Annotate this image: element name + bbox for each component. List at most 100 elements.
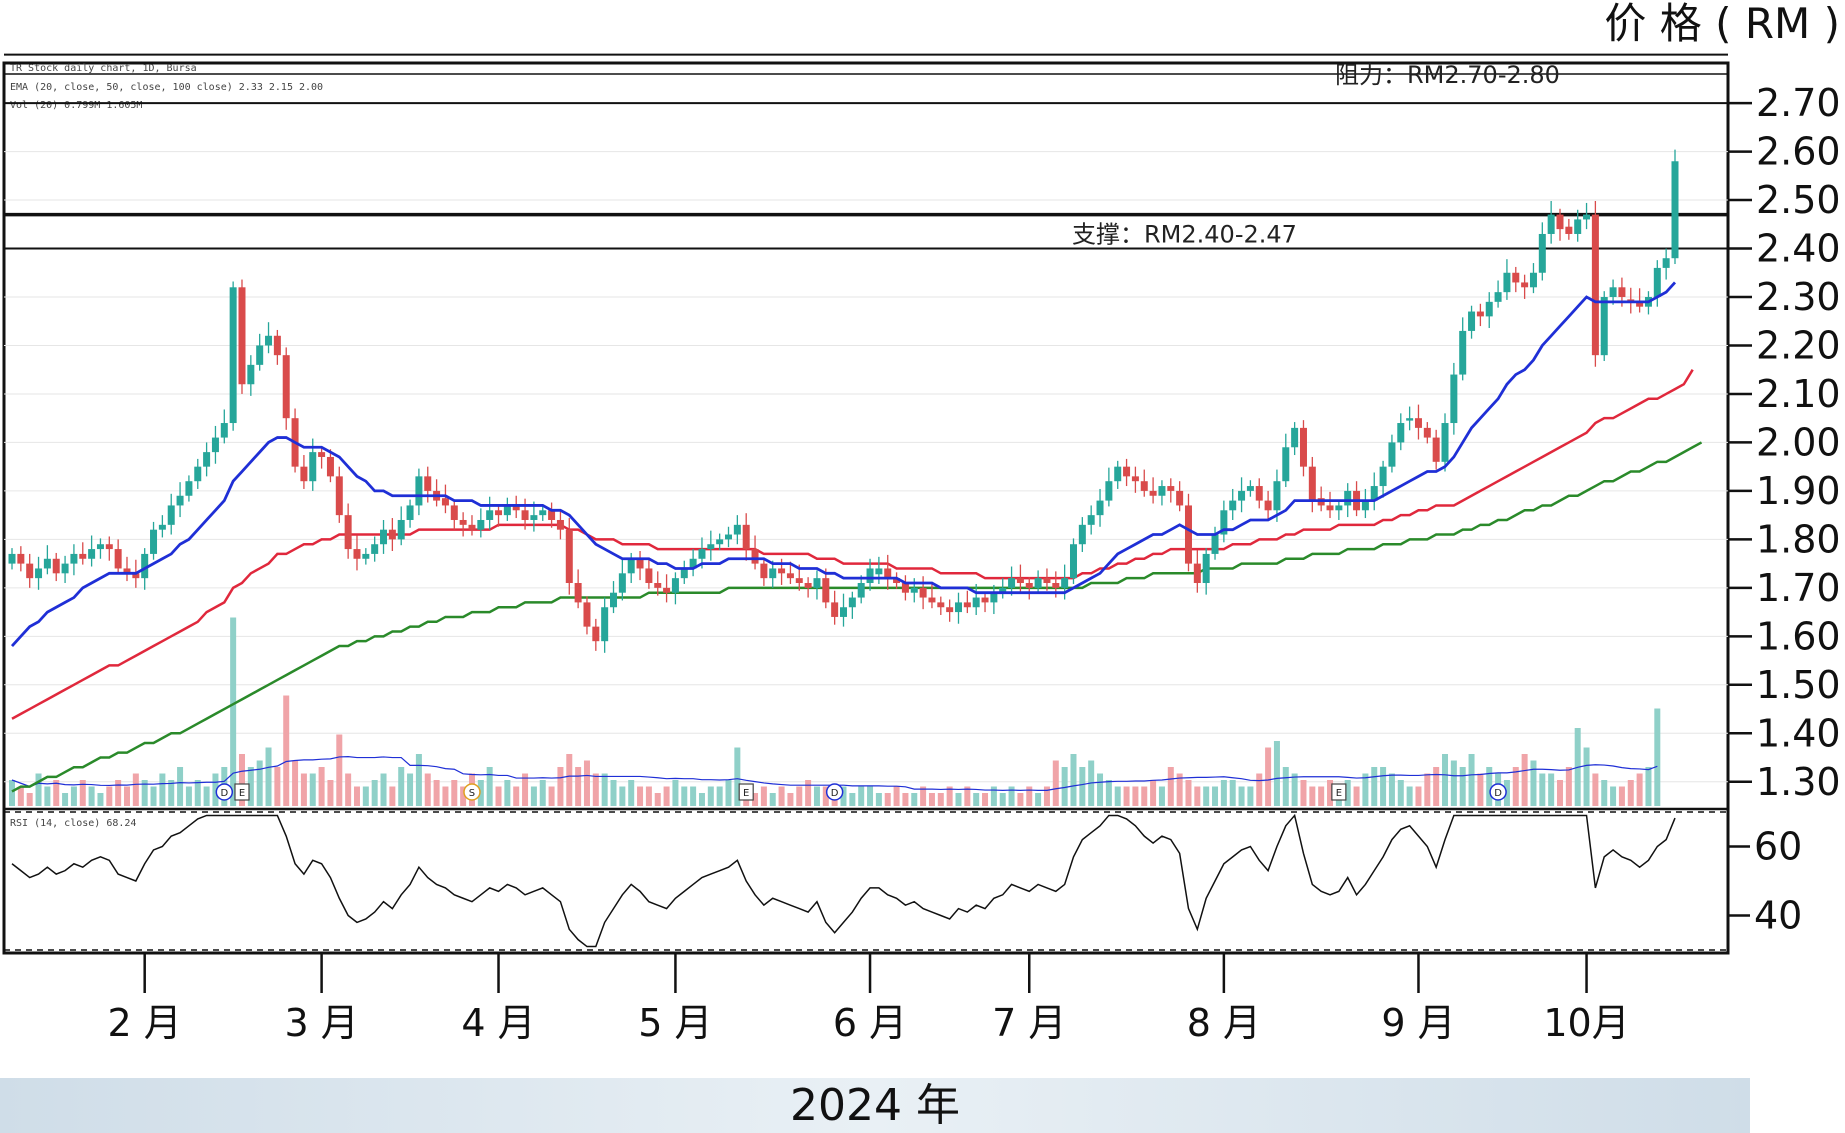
volume-bar: [805, 780, 812, 806]
candle: [503, 497, 511, 521]
volume-bar: [681, 786, 688, 806]
candle: [645, 558, 653, 589]
candle: [760, 557, 768, 586]
candle-body: [946, 607, 954, 613]
volume-bar: [849, 793, 856, 806]
candle: [574, 569, 582, 609]
candle-body: [1379, 466, 1387, 487]
candle: [610, 581, 618, 614]
candle-body: [1140, 481, 1148, 491]
volume-bar: [1468, 754, 1475, 806]
candle-body: [1282, 447, 1290, 482]
month-tick-label: 2 月: [108, 1001, 182, 1045]
candle: [388, 518, 396, 552]
volume-bar: [937, 793, 944, 806]
candle: [335, 466, 343, 523]
volume-bar: [875, 793, 882, 806]
candle-body: [539, 510, 547, 516]
volume-bar: [185, 786, 192, 806]
candle: [999, 578, 1007, 599]
candle-body: [707, 544, 715, 550]
candle: [937, 596, 945, 616]
candle-body: [742, 524, 750, 550]
candle: [742, 513, 750, 561]
volume-bar: [353, 786, 360, 806]
volume-bar: [53, 780, 60, 806]
candle-body: [415, 476, 423, 506]
candle: [256, 333, 264, 371]
candle: [1636, 288, 1644, 313]
candle: [1158, 480, 1166, 506]
volume-bar: [309, 773, 316, 806]
candle-body: [486, 510, 494, 520]
candle-body: [1016, 578, 1024, 584]
candle-body: [158, 524, 166, 530]
candle-body: [88, 549, 96, 559]
volume-bar: [1052, 760, 1059, 806]
volume-bar: [1406, 786, 1413, 806]
volume-bar: [787, 793, 794, 806]
candle-body: [1202, 553, 1210, 584]
candle-body: [1512, 272, 1520, 283]
volume-bar: [141, 780, 148, 806]
candle: [1078, 517, 1086, 552]
candle: [857, 575, 865, 604]
candle: [618, 559, 626, 601]
dividend-marker: [215, 783, 234, 801]
candle-body: [1565, 226, 1573, 234]
candle-body: [1246, 486, 1254, 491]
candle: [1096, 488, 1104, 527]
volume-bar: [698, 793, 705, 806]
volume-bar: [150, 786, 157, 806]
candle: [300, 455, 308, 489]
volume-bar: [1565, 767, 1572, 806]
volume-bar: [769, 793, 776, 806]
price-unit-label: 价 格 ( RM ): [1604, 0, 1840, 48]
volume-bar: [601, 773, 608, 806]
month-tick-label: 3 月: [284, 1001, 358, 1045]
volume-bar: [1273, 741, 1280, 806]
month-tick-label: 9 月: [1381, 1001, 1455, 1045]
event-marker-label: D: [831, 788, 839, 799]
candle-body: [8, 553, 16, 564]
volume-bar: [1601, 780, 1608, 806]
volume-bar: [539, 780, 546, 806]
candle-body: [114, 549, 122, 569]
volume-bar: [1105, 780, 1112, 806]
volume-bar: [1265, 747, 1272, 806]
dividend-marker: [825, 783, 844, 801]
candle: [1016, 564, 1024, 593]
candle: [326, 449, 334, 483]
candle-body: [1574, 219, 1582, 234]
candle: [176, 482, 184, 518]
candle-body: [671, 578, 679, 593]
dividend-marker: [1489, 783, 1507, 801]
candle-body: [1087, 515, 1095, 525]
candle: [1282, 433, 1290, 488]
candle: [167, 493, 175, 535]
candle: [884, 554, 892, 590]
volume-bar: [1256, 773, 1263, 806]
volume-bar: [97, 793, 104, 806]
candle-body: [999, 587, 1007, 593]
candle-body: [96, 544, 104, 550]
candle-body: [123, 568, 131, 574]
candle: [556, 510, 564, 540]
volume-bar: [893, 786, 900, 806]
candle: [1538, 222, 1546, 281]
volume-bar: [557, 767, 564, 806]
candle: [1565, 218, 1573, 240]
candle: [1176, 481, 1184, 512]
candle-body: [663, 587, 671, 593]
candle-body: [1043, 578, 1051, 584]
candle-body: [1299, 427, 1307, 467]
candle-body: [1370, 486, 1378, 501]
candle-body: [26, 563, 34, 579]
candle: [1406, 406, 1414, 431]
candle-body: [1273, 481, 1281, 511]
candle: [1450, 362, 1458, 435]
candle-body: [1167, 486, 1175, 491]
volume-bar: [238, 754, 245, 806]
candle-body: [238, 287, 246, 385]
volume-bar: [858, 786, 865, 806]
